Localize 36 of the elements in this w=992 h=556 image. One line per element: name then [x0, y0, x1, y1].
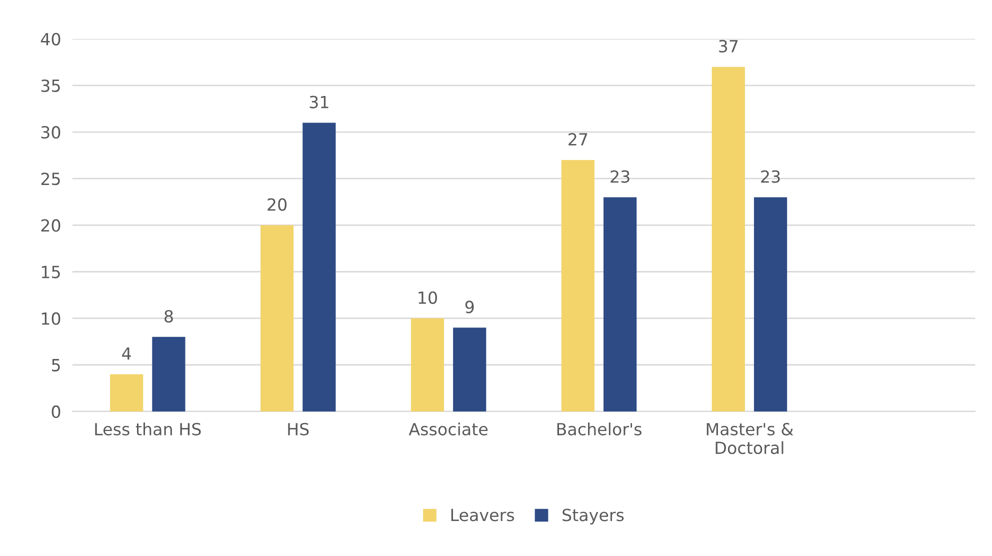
- data-label: 37: [719, 40, 738, 53]
- bar: [110, 374, 144, 412]
- data-label: 31: [310, 96, 328, 108]
- y-tick-label: 20: [41, 219, 60, 232]
- y-tick-label: 35: [41, 79, 60, 92]
- bar: [410, 318, 444, 412]
- bar: [604, 197, 637, 412]
- bar: [152, 336, 186, 412]
- data-label: 20: [268, 198, 287, 211]
- y-tick-label: 10: [42, 312, 60, 325]
- data-label: 27: [568, 133, 588, 146]
- legend-label: Leavers: [451, 508, 514, 522]
- data-label: 9: [465, 300, 474, 314]
- bar: [712, 66, 745, 412]
- x-tick-label: Bachelor's: [557, 422, 642, 436]
- x-tick-label: Master's & Doctoral: [706, 422, 794, 454]
- y-tick-label: 5: [52, 359, 60, 372]
- x-tick-label: HS: [288, 422, 309, 436]
- y-tick-label: 30: [41, 126, 60, 139]
- bar: [302, 122, 336, 412]
- bar: [260, 225, 294, 412]
- x-tick-label: Associate: [408, 422, 488, 436]
- data-label: 8: [164, 310, 173, 323]
- bar: [453, 328, 486, 412]
- data-label: 10: [418, 291, 437, 304]
- data-label: 23: [610, 170, 630, 183]
- bar: [754, 197, 788, 412]
- y-tick-label: 0: [52, 405, 60, 418]
- y-tick-label: 40: [40, 32, 60, 46]
- y-tick-label: 25: [41, 172, 60, 186]
- legend-label: Stayers: [562, 508, 624, 525]
- data-label: 23: [761, 170, 780, 183]
- x-tick-label: Less than HS: [95, 422, 201, 436]
- data-label: 4: [122, 347, 131, 360]
- bar: [561, 160, 594, 412]
- y-tick-label: 15: [42, 266, 60, 278]
